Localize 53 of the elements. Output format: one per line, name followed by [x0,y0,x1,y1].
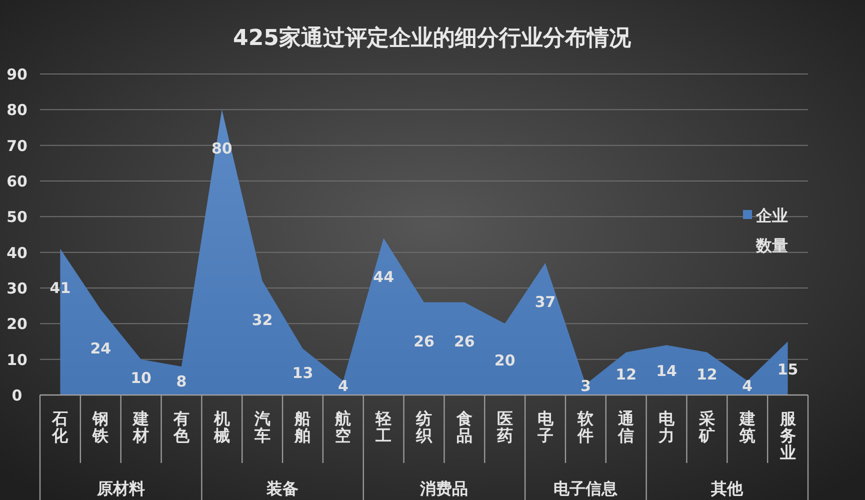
x-tick-label: 电力 [658,409,676,445]
x-tick-label: 建筑 [737,409,756,445]
data-label: 4 [742,377,753,395]
text: 电子信息 [554,479,619,498]
x-tick-label: 汽车 [253,409,270,445]
data-label: 26 [414,332,434,350]
y-tick-label: 70 [6,136,28,155]
y-tick-label: 20 [6,315,28,334]
x-tick-label: 钢铁 [92,409,110,445]
data-label: 26 [454,332,475,350]
data-label: 3 [580,377,591,395]
text: 其他 [710,479,744,498]
x-tick-label: 船舶 [294,409,311,445]
data-label: 41 [50,278,71,297]
x-tick-label: 机械 [212,409,230,445]
data-label: 12 [616,366,637,384]
x-tick-label: 纺织 [415,409,433,445]
data-label: 20 [494,351,516,370]
x-tick-label: 石化 [51,409,70,445]
x-tick-label: 建材 [131,409,150,445]
x-tick-label: 软件 [576,409,595,445]
x-tick-label: 轻工 [374,409,392,445]
y-tick-label: 30 [6,280,28,298]
y-tick-label: 40 [6,244,28,262]
x-tick-label: 食品 [455,409,472,445]
x-tick-label: 采矿 [698,409,715,445]
data-label: 10 [130,369,152,388]
x-tick-label: 通信 [617,409,636,445]
x-tick-label: 电子 [536,409,554,445]
y-tick-label: 60 [6,172,28,190]
data-label: 12 [696,366,718,384]
data-label: 44 [373,268,394,286]
data-label: 13 [292,364,314,382]
text: 原材料 [96,479,145,498]
y-tick-label: 90 [6,66,28,84]
data-label: 32 [252,310,273,329]
x-tick-label: 医药 [496,409,513,445]
data-label: 4 [338,377,348,395]
text: 消费品 [419,479,468,498]
data-label: 24 [90,339,112,358]
text: 装备 [266,479,299,498]
x-tick-label: 服务业 [778,409,797,462]
data-label: 14 [656,362,677,380]
legend-label: 企业数量 [755,206,788,255]
y-tick-label: 10 [6,350,28,369]
data-label: 37 [534,293,556,312]
x-tick-label: 有色 [172,409,190,445]
chart-title: 425家通过评定企业的细分行业分布情况 [233,25,632,51]
y-tick-label: 0 [12,386,22,404]
y-tick-label: 80 [6,101,28,120]
y-tick-label: 50 [6,208,28,226]
data-label: 8 [176,372,187,391]
x-tick-label: 航空 [334,409,352,445]
